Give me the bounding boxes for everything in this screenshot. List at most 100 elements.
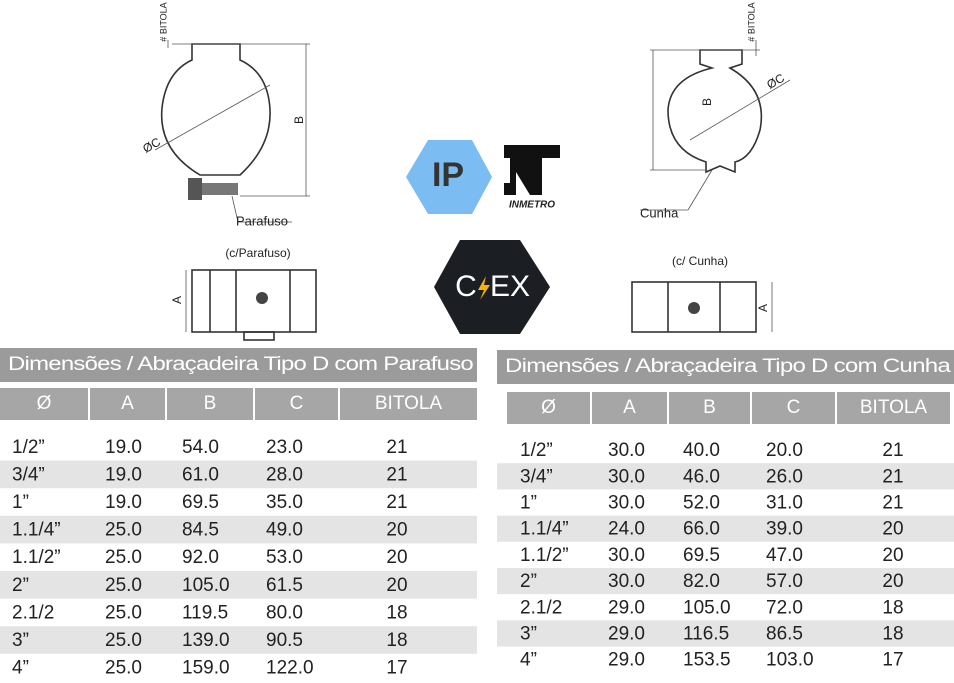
header-label: B [204,393,217,414]
table-cell: 25.0 [105,575,142,596]
table-cell: 18 [882,597,903,618]
table-cell: 105.0 [683,597,731,618]
table-cell: 105.0 [182,575,230,596]
header-cell [669,392,750,424]
table-cell: 19.0 [105,492,142,513]
table-cell: 159.0 [182,658,230,679]
table-cell: 21 [882,493,903,514]
table-cell: 3/4” [520,466,553,487]
table-cell: 61.0 [182,464,219,485]
table-cell: 25.0 [105,630,142,651]
table-cell: 2” [12,575,29,596]
row-stripe [0,626,477,654]
table-cell: 30.0 [608,493,645,514]
table-cell: 119.5 [182,602,228,623]
table-cell: 84.5 [182,520,219,541]
table-title: Dimensões / Abraçadeira Tipo D com Paraf… [8,354,473,375]
table-cell: 26.0 [766,466,803,487]
table-cell: 18 [882,624,903,645]
table-cell: 17 [386,658,407,679]
table-cell: 80.0 [266,602,303,623]
label: Parafuso [236,213,288,228]
header-cell [255,388,338,420]
table-cell: 17 [882,650,903,671]
ip-logo: IP [432,156,464,194]
row-stripe [0,571,477,599]
table-cell: 2.1/2 [520,597,562,618]
header-cell [0,388,88,420]
table-cell: 23.0 [266,437,303,458]
table-cell: 4” [520,650,537,671]
header-cell [752,392,835,424]
table-cell: 2.1/2 [12,602,54,623]
table-cell: 54.0 [182,437,219,458]
table-cell: 21 [386,437,407,458]
caption: (c/Parafuso) [225,246,290,260]
table-cell: 18 [386,602,407,623]
table-cell: 25.0 [105,547,142,568]
row-stripe [497,515,954,542]
table-cell: 29.0 [608,650,645,671]
table-cell: 66.0 [683,519,720,540]
header-label: Ø [37,393,52,414]
row-stripe [0,460,477,489]
table-cell: 19.0 [105,464,142,485]
table-cell: 20 [386,547,407,568]
table-cell: 30.0 [608,545,645,566]
table-cell: 1.1/2” [12,547,61,568]
table-cell: 24.0 [608,519,645,540]
table-cell: 69.5 [683,545,720,566]
inmetro-logo: INMETRO [509,200,555,211]
table-cell: 1/2” [12,437,45,458]
label: A [756,304,770,312]
table-cell: 1.1/4” [520,519,569,540]
label: # BITOLA [746,2,756,41]
caption: (c/ Cunha) [672,254,728,268]
table-cell: 29.0 [608,597,645,618]
header-cell [507,392,590,424]
table-cell: 47.0 [766,545,803,566]
header-cell [340,388,477,420]
table-cell: 20.0 [766,440,803,461]
table-cell: 30.0 [608,571,645,592]
table-cell: 3/4” [12,464,45,485]
header-label: A [623,397,636,418]
table-cell: 72.0 [766,597,803,618]
row-stripe [497,568,954,595]
table-cell: 1” [12,492,29,513]
table-cell: 21 [386,492,407,513]
table-cell: 20 [386,575,407,596]
header-label: A [121,393,134,414]
table-cell: 20 [882,545,903,566]
row-stripe [0,515,477,544]
table-cell: 1.1/2” [520,545,569,566]
table-cell: 35.0 [266,492,303,513]
table-cell: 52.0 [683,493,720,514]
table-cell: 1/2” [520,440,553,461]
table-cell: 57.0 [766,571,803,592]
table-cell: 82.0 [683,571,720,592]
table-cell: 25.0 [105,658,142,679]
header-label: Ø [541,397,556,418]
table-cell: 53.0 [266,547,303,568]
table-cell: 18 [386,630,407,651]
table-cell: 139.0 [182,630,230,651]
table-cell: 19.0 [105,437,142,458]
table-cell: 30.0 [608,466,645,487]
left-drawing: # BITOLA B ØC Parafuso (c/Parafuso) A [140,2,317,341]
cex-logo: EX [490,270,530,303]
table-cell: 1” [520,493,537,514]
header-label: BITOLA [375,393,443,414]
table-cell: 20 [386,520,407,541]
label: ØC [764,71,787,92]
table-title-bar [497,350,954,384]
logos: IP INMETRO C EX [406,140,560,334]
table-cell: 69.5 [182,492,219,513]
table-cell: 39.0 [766,519,803,540]
table-title-bar [0,348,477,382]
table-cell: 116.5 [683,624,729,645]
header-label: C [290,393,304,414]
table-cell: 21 [386,464,407,485]
